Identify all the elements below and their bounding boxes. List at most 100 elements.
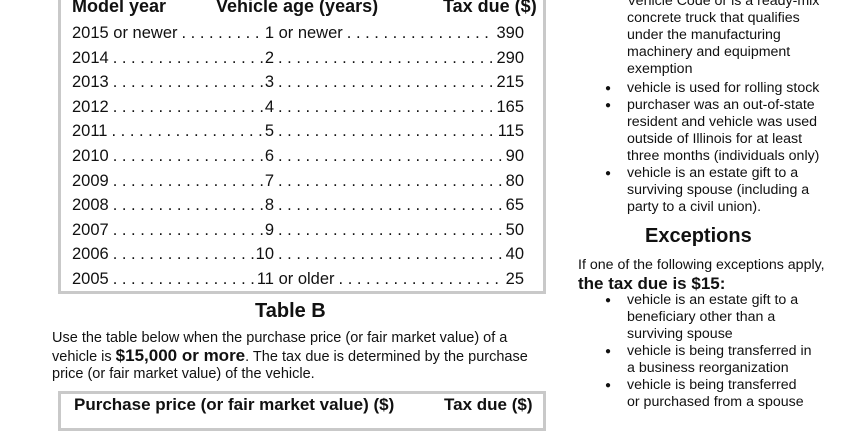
tax-due-cell: 165 (496, 97, 524, 116)
table-a-row: 2014 2 290 . . . . . . . . . . . . . . . .… (72, 46, 524, 71)
bullet-text-line: surviving spouse (627, 326, 733, 342)
model-year-cell: 2009 (72, 171, 109, 190)
intro-text-2: . The tax due is determined by the purch… (52, 349, 528, 382)
table-a-row: 2012 4 165 . . . . . . . . . . . . . . . .… (72, 95, 524, 120)
model-year-cell: 2007 (72, 220, 109, 239)
table-a-row: 2011 5 115 . . . . . . . . . . . . . . . .… (72, 119, 524, 144)
dot-leader: . . . . . . . . . . . . . . . . . . . . … (278, 73, 492, 92)
dot-leader: . . . . . . . . . . . . . . . . . . . . … (181, 24, 263, 42)
model-year-cell: 2008 (72, 196, 109, 215)
table-a-box (58, 0, 546, 294)
vehicle-age-cell: 1 or newer (264, 24, 343, 42)
bullet-icon: ● (605, 380, 612, 391)
dot-leader: . . . . . . . . . . . . . . . . . . . . … (112, 270, 255, 288)
model-year-cell: 2005 (72, 270, 109, 288)
tax-due-cell: 115 (497, 122, 524, 141)
tax-due-cell: 90 (505, 147, 524, 165)
model-year-cell: 2011 (72, 122, 108, 141)
dot-leader: . . . . . . . . . . . . . . . . . . . . … (112, 147, 263, 165)
header-tax-due: Tax due ($) (443, 0, 537, 16)
vehicle-age-cell: 9 (264, 220, 274, 239)
bullet-icon: ● (605, 100, 612, 111)
bullet-text-line: vehicle is used for rolling stock (627, 80, 820, 96)
tax-due-15: the tax due is $15: (578, 274, 726, 293)
table-a-row: 2005 11 or older 25 . . . . . . . . . . . … (72, 267, 524, 292)
tax-due-cell: 215 (496, 73, 524, 92)
dot-leader: . . . . . . . . . . . . . . . . . . . . … (278, 171, 502, 190)
dot-leader: . . . . . . . . . . . . . . . . . . . . … (278, 48, 492, 67)
dot-leader: . . . . . . . . . . . . . . . . . . . . … (278, 220, 502, 239)
bullet-icon: ● (605, 83, 612, 94)
vehicle-age-cell: 3 (264, 73, 274, 92)
bullet-text-line: beneficiary other than a (627, 309, 776, 325)
dot-leader: . . . . . . . . . . . . . . . . . . . . … (278, 245, 502, 264)
continued-text-line: Vehicle Code or is a ready-mix (627, 0, 820, 9)
tax-due-cell: 65 (505, 196, 524, 215)
bullet-text-line: three months (individuals only) (627, 148, 820, 164)
bullet-text-line: vehicle is an estate gift to a (627, 165, 799, 181)
vehicle-age-cell: 6 (264, 147, 274, 165)
bullet-text-line: or purchased from a spouse (627, 394, 804, 410)
bullet-text-line: vehicle is an estate gift to a (627, 292, 799, 308)
dot-leader: . . . . . . . . . . . . . . . . . . . . … (338, 270, 502, 288)
continued-text-line: under the manufacturing (627, 27, 781, 43)
tax-due-cell: 80 (505, 171, 524, 190)
tax-due-cell: 50 (505, 220, 524, 239)
bullet-text-line: vehicle is being transferred (627, 377, 797, 393)
bullet-text-line: a business reorganization (627, 360, 789, 376)
continued-text-line: concrete truck that qualifies (627, 10, 800, 26)
header-tax-due-b: Tax due ($) (444, 395, 533, 414)
vehicle-age-cell: 5 (264, 122, 274, 141)
tax-due-cell: 40 (505, 245, 524, 264)
intro-text-1: Use the table below when the purchase pr… (52, 330, 508, 365)
dot-leader: . . . . . . . . . . . . . . . . . . . . … (278, 122, 494, 141)
bullet-icon: ● (605, 295, 612, 306)
dot-leader: . . . . . . . . . . . . . . . . . . . . … (111, 122, 263, 141)
tax-due-cell: 290 (496, 48, 524, 67)
bullet-text-line: outside of Illinois for at least (627, 131, 803, 147)
model-year-cell: 2006 (72, 245, 109, 264)
model-year-cell: 2013 (72, 73, 109, 92)
bullet-text-line: surviving spouse (including a (627, 182, 810, 198)
exceptions-intro: If one of the following exceptions apply… (578, 257, 825, 273)
continued-text-line: machinery and equipment (627, 44, 791, 60)
continued-text-line: exemption (627, 61, 693, 77)
table-b-title: Table B (255, 300, 326, 322)
bullet-icon: ● (605, 168, 612, 179)
vehicle-age-cell: 10 (255, 245, 274, 264)
exceptions-title: Exceptions (645, 225, 752, 247)
dot-leader: . . . . . . . . . . . . . . . . . . . . … (278, 97, 492, 116)
vehicle-age-cell: 7 (264, 171, 274, 190)
vehicle-age-cell: 4 (264, 97, 274, 116)
bullet-text-line: resident and vehicle was used (627, 114, 818, 130)
header-vehicle-age: Vehicle age (years) (216, 0, 379, 16)
intro-bold: $15,000 or more (115, 346, 246, 365)
dot-leader: . . . . . . . . . . . . . . . . . . . . … (112, 48, 263, 67)
dot-leader: . . . . . . . . . . . . . . . . . . . . … (112, 171, 263, 190)
tax-due-cell: 25 (505, 270, 524, 288)
tax-due-cell: 390 (496, 24, 524, 42)
dot-leader: . . . . . . . . . . . . . . . . . . . . … (112, 196, 263, 215)
dot-leader: . . . . . . . . . . . . . . . . . . . . … (278, 196, 502, 215)
table-b-intro: Use the table below when the purchase pr… (52, 330, 552, 383)
table-a-row: 2013 3 215 . . . . . . . . . . . . . . . .… (72, 70, 524, 95)
dot-leader: . . . . . . . . . . . . . . . . . . . . … (278, 147, 502, 165)
dot-leader: . . . . . . . . . . . . . . . . . . . . … (346, 24, 493, 42)
bullet-text-line: party to a civil union). (627, 199, 762, 215)
dot-leader: . . . . . . . . . . . . . . . . . . . . … (112, 220, 263, 239)
model-year-cell: 2010 (72, 147, 109, 165)
model-year-cell: 2015 or newer (72, 24, 178, 42)
header-purchase-price: Purchase price (or fair market value) ($… (74, 395, 395, 414)
table-a-row: 2008 8 65 . . . . . . . . . . . . . . . . … (72, 193, 524, 218)
table-a-row: 2007 9 50 . . . . . . . . . . . . . . . . … (72, 218, 524, 243)
vehicle-age-cell: 11 or older (256, 270, 335, 288)
bullet-text-line: purchaser was an out-of-state (627, 97, 815, 113)
table-a-row: 2010 6 90 . . . . . . . . . . . . . . . . … (72, 144, 524, 169)
header-model-year: Model year (72, 0, 167, 16)
vehicle-age-cell: 8 (264, 196, 274, 215)
table-a-row: 2015 or newer 1 or newer 390 . . . . . . .… (72, 21, 524, 46)
dot-leader: . . . . . . . . . . . . . . . . . . . . … (112, 245, 254, 264)
table-a-row: 2006 10 40 . . . . . . . . . . . . . . . .… (72, 242, 524, 267)
vehicle-age-cell: 2 (264, 48, 274, 67)
model-year-cell: 2014 (72, 48, 109, 67)
